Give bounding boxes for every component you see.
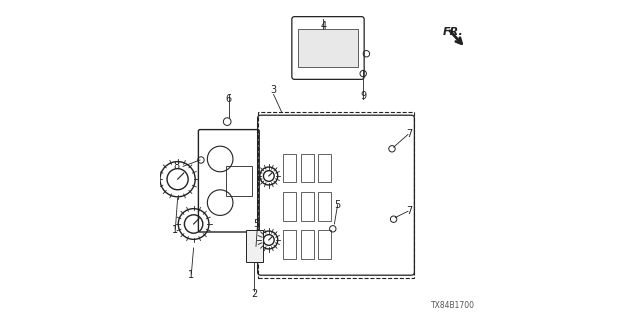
Bar	[301, 154, 314, 182]
Text: 4: 4	[320, 20, 326, 31]
Bar	[301, 230, 314, 259]
Bar	[246, 230, 264, 262]
Bar	[298, 29, 358, 67]
Bar	[301, 192, 314, 221]
Text: 7: 7	[406, 129, 413, 140]
Text: 5: 5	[253, 219, 259, 229]
Text: 2: 2	[252, 289, 257, 300]
Text: 6: 6	[226, 94, 232, 104]
Text: 8: 8	[173, 161, 180, 172]
Text: 5: 5	[335, 200, 340, 210]
Text: 9: 9	[360, 91, 366, 101]
Bar	[319, 192, 332, 221]
Bar	[226, 166, 252, 196]
Bar	[258, 112, 415, 278]
Text: TX84B1700: TX84B1700	[431, 301, 475, 310]
Text: 7: 7	[406, 206, 413, 216]
Bar	[283, 192, 296, 221]
Text: FR.: FR.	[443, 27, 464, 37]
Bar	[319, 154, 332, 182]
Text: 3: 3	[271, 84, 276, 95]
Bar	[283, 154, 296, 182]
Text: 1: 1	[172, 225, 179, 236]
Text: 1: 1	[188, 270, 195, 280]
Bar	[319, 230, 332, 259]
Bar	[283, 230, 296, 259]
